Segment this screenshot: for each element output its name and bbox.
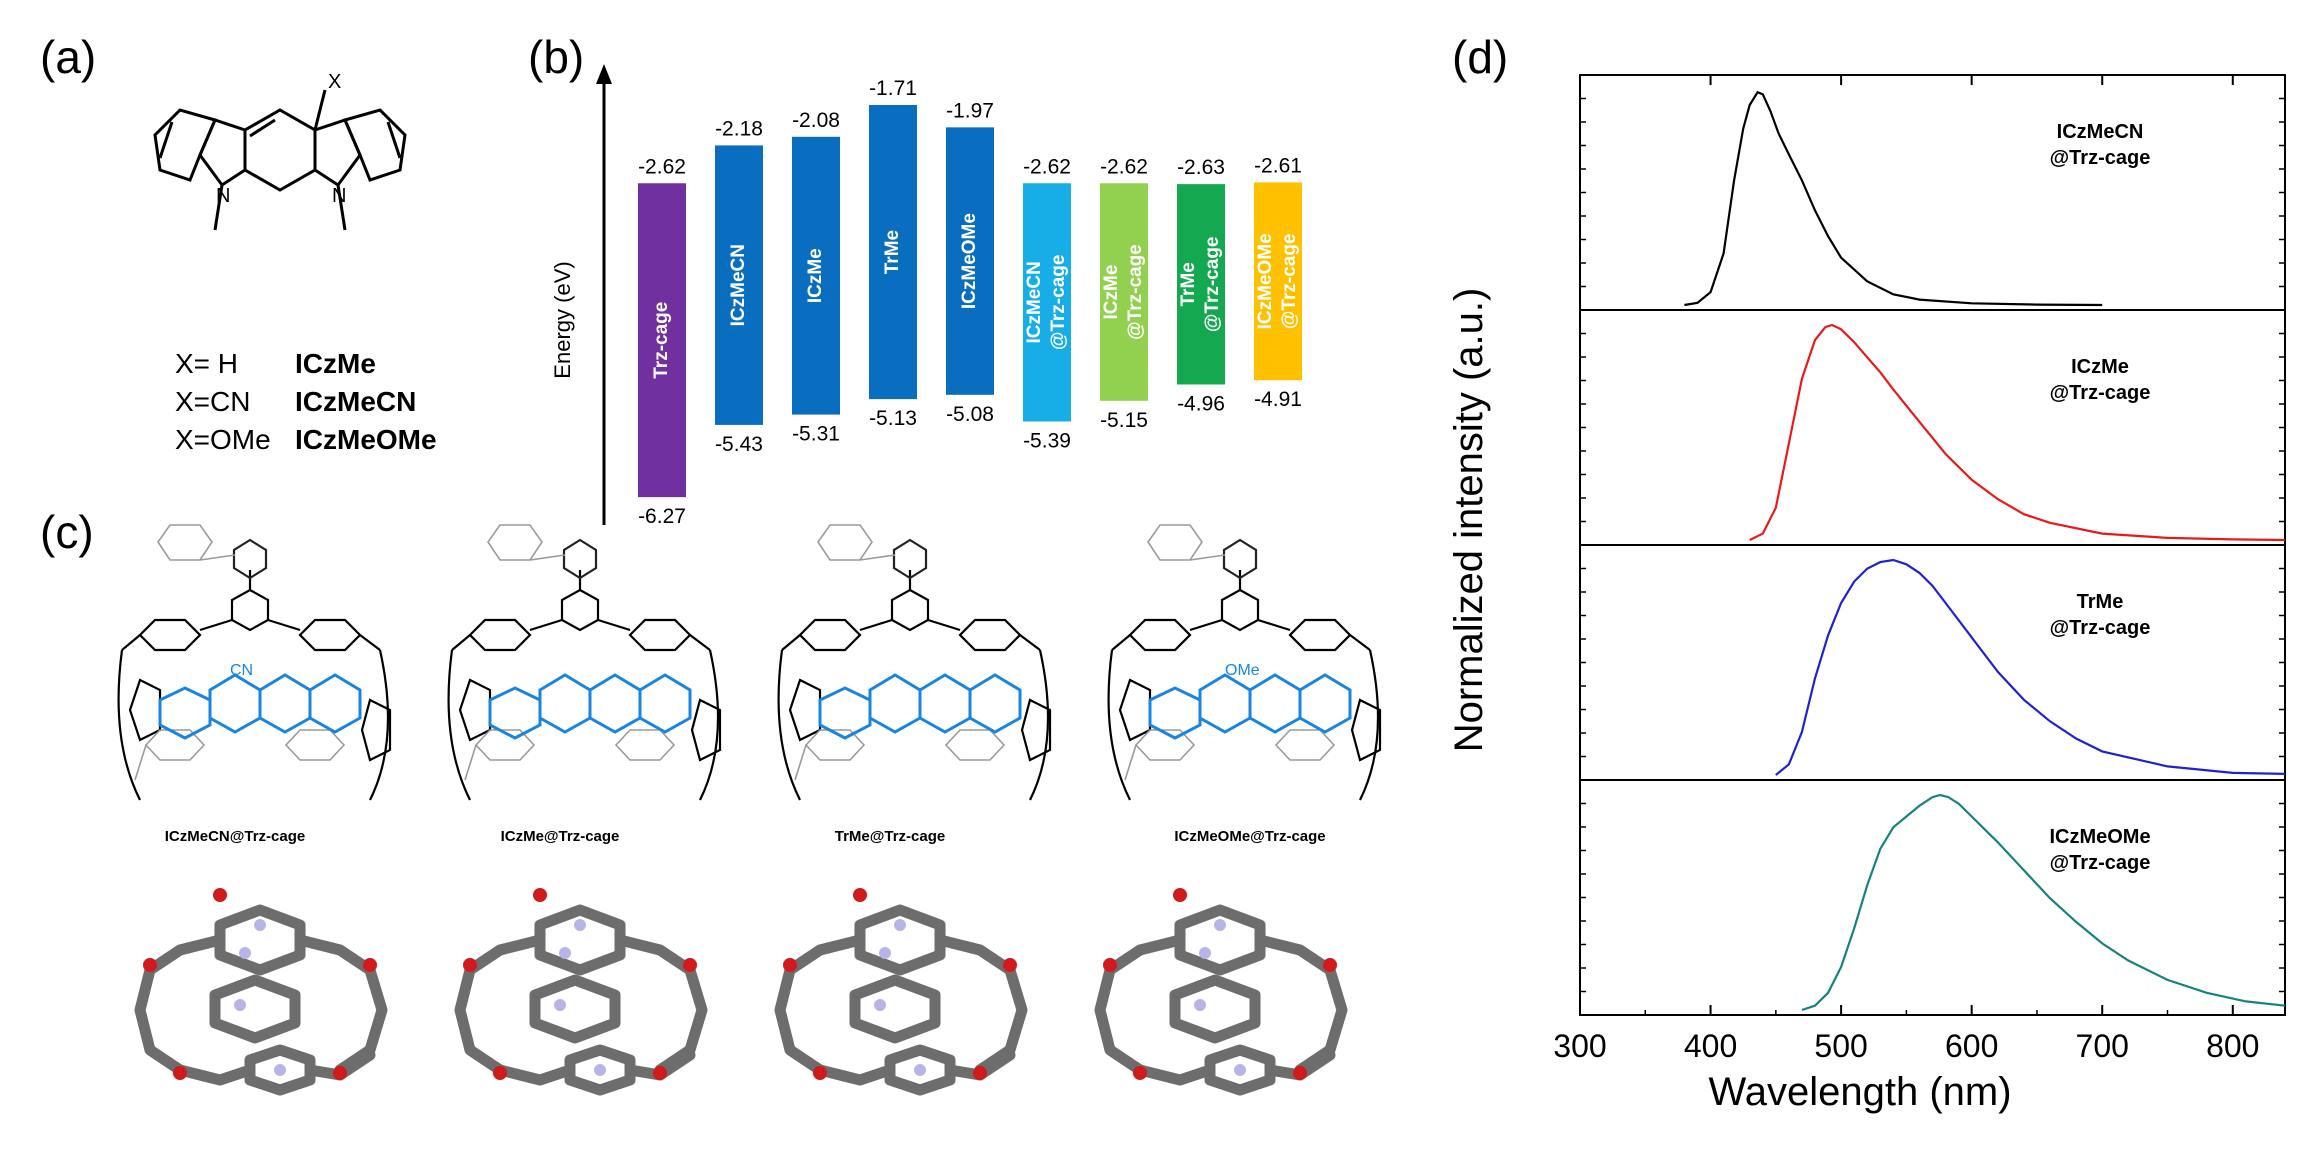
energy-bar-label: TrMe	[1178, 262, 1199, 306]
panel-c-label: (c)	[40, 506, 94, 558]
spectrum-line	[1749, 323, 2286, 542]
energy-bar-label: ICzMeCN	[728, 244, 749, 326]
energy-top-label: -2.08	[792, 109, 840, 132]
panel-d-label: (d)	[1452, 31, 1509, 83]
spectrum-series-label: TrMe	[2077, 591, 2124, 613]
spectra-x-axis-label: Wavelength (nm)	[1708, 1070, 2011, 1114]
energy-bar	[1254, 182, 1302, 381]
energy-top-label: -2.62	[1023, 155, 1071, 178]
energy-bar-label: Trz-cage	[651, 302, 672, 379]
energy-bar-label: ICzMeOMe	[959, 213, 980, 309]
energy-bar	[1023, 183, 1071, 422]
spectrum-series-label: @Trz-cage	[2050, 382, 2151, 404]
energy-bar	[792, 136, 840, 415]
energy-bar	[946, 127, 994, 395]
energy-bar-label: ICzMe	[1101, 265, 1122, 320]
spectrum-line	[1801, 793, 2286, 1012]
spectrum-panel-frame	[1579, 74, 2286, 311]
spectrum-line	[1775, 558, 2286, 776]
spectrum-line	[1684, 90, 2103, 307]
spectrum-panel-frame	[1579, 779, 2286, 1016]
energy-bottom-label: -5.43	[715, 433, 763, 456]
energy-bar	[1100, 183, 1148, 401]
x-tick-label: 400	[1684, 1028, 1737, 1064]
energy-top-label: -2.61	[1254, 154, 1302, 177]
spectrum-series-label: @Trz-cage	[2050, 852, 2151, 874]
energy-axis-label: Energy (eV)	[550, 261, 575, 378]
legend-sub: X= H	[175, 348, 239, 379]
crystal-structure-2	[460, 888, 702, 1090]
energy-bar	[869, 105, 917, 400]
legend-name: ICzMe	[295, 348, 376, 379]
energy-top-label: -2.62	[1100, 155, 1148, 178]
spectrum-series-label: @Trz-cage	[2050, 617, 2151, 639]
energy-bar-label: ICzMe	[805, 248, 826, 303]
energy-top-label: -1.71	[869, 77, 917, 100]
energy-top-label: -2.62	[638, 155, 686, 178]
crystal-structure-3	[780, 888, 1022, 1090]
energy-bar-label: ICzMeCN	[1024, 261, 1045, 343]
energy-bar-label: @Trz-cage	[1279, 233, 1300, 329]
energy-top-label: -2.63	[1177, 156, 1225, 179]
energy-bar-label: @Trz-cage	[1202, 236, 1223, 332]
energy-top-label: -1.97	[946, 99, 994, 122]
energy-bar	[1177, 184, 1225, 385]
legend-sub: X=CN	[175, 386, 251, 417]
energy-bar-label: ICzMeOMe	[1255, 233, 1276, 329]
x-tick-label: 800	[2206, 1028, 2259, 1064]
legend-name: ICzMeCN	[295, 386, 417, 417]
x-tick-label: 500	[1814, 1028, 1867, 1064]
energy-bar-label: @Trz-cage	[1048, 255, 1069, 351]
cage-structure-2	[447, 523, 722, 802]
legend-sub: X=OMe	[175, 424, 271, 455]
emission-spectra-chart: Normalized intensity (a.u.) Wavelength (…	[1447, 74, 2286, 1114]
caption-iczme: ICzMe@Trz-cage	[500, 828, 620, 845]
x-tick-label: 700	[2076, 1028, 2129, 1064]
energy-bottom-label: -5.15	[1100, 409, 1148, 432]
caption-trme: TrMe@Trz-cage	[834, 828, 946, 845]
energy-level-chart: Energy (eV) Trz-cage -2.62 -6.27 ICzMeCN -2.…	[550, 64, 1302, 528]
nitrogen-right: N	[332, 185, 346, 207]
energy-bottom-label: -4.91	[1254, 388, 1302, 411]
energy-bar	[638, 183, 686, 498]
substituent-legend: X= H ICzMe X=CN ICzMeCN X=OMe ICzMeOMe	[175, 345, 437, 459]
energy-bottom-label: -5.08	[946, 403, 994, 426]
spectrum-series-label: ICzMe	[2071, 356, 2129, 378]
energy-bar-label: @Trz-cage	[1125, 244, 1146, 340]
energy-bottom-label: -5.31	[792, 423, 840, 446]
cage-structure-3	[777, 523, 1052, 802]
spectrum-series-label: @Trz-cage	[2050, 147, 2151, 169]
nitrogen-left: N	[216, 185, 230, 207]
ome-label: OMe	[1225, 662, 1260, 679]
crystal-structure-1	[140, 888, 382, 1090]
x-tick-label: 600	[1945, 1028, 1998, 1064]
energy-bottom-label: -5.13	[869, 407, 917, 430]
energy-axis-arrow	[596, 64, 612, 84]
spectrum-panel-frame	[1579, 309, 2286, 546]
spectra-y-axis-label: Normalized intensity (a.u.)	[1447, 288, 1491, 753]
cn-label: CN	[230, 662, 253, 679]
host-guest-structures: CN OMe	[117, 523, 1382, 1140]
energy-bottom-label: -4.96	[1177, 393, 1225, 416]
spectrum-panel-frame	[1579, 544, 2286, 781]
energy-bar-label: TrMe	[882, 230, 903, 274]
cage-structure-1	[117, 523, 392, 802]
panel-a-label: (a)	[40, 31, 97, 83]
legend-name: ICzMeOMe	[295, 424, 437, 455]
x-tick-label: 300	[1553, 1028, 1606, 1064]
caption-iczmecn: ICzMeCN@Trz-cage	[164, 828, 306, 845]
icz-structure-diagram: X N N	[153, 71, 407, 231]
spectrum-series-label: ICzMeOMe	[2049, 826, 2150, 848]
energy-bar	[715, 145, 763, 425]
energy-bottom-label: -5.39	[1023, 429, 1071, 452]
substituent-label: X	[328, 71, 341, 93]
spectrum-series-label: ICzMeCN	[2057, 121, 2144, 143]
energy-bottom-label: -6.27	[638, 505, 686, 528]
energy-top-label: -2.18	[715, 117, 763, 140]
panel-b-label: (b)	[528, 31, 585, 83]
crystal-structure-4	[1100, 888, 1342, 1090]
caption-iczmeome: ICzMeOMe@Trz-cage	[1174, 828, 1326, 845]
